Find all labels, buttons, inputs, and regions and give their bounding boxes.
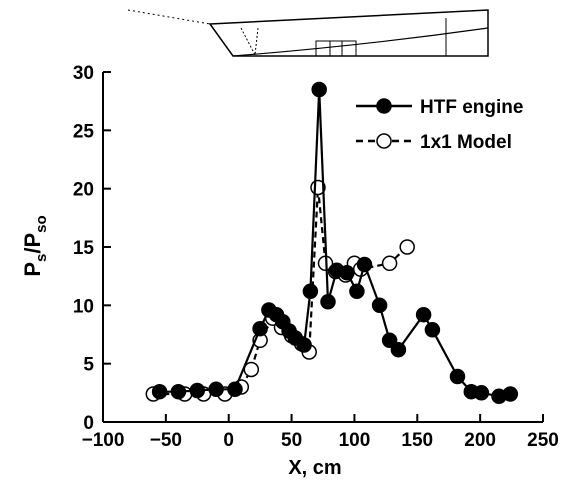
data-point-htf-engine: [390, 341, 407, 358]
data-point-htf-engine: [502, 386, 519, 402]
x-tick-label: −100: [82, 430, 125, 451]
engine-schematic-diagram: [127, 9, 489, 57]
data-point-htf-engine: [252, 320, 268, 337]
data-point-htf-engine: [473, 385, 490, 401]
series-line-1x1-model: [153, 187, 408, 396]
x-tick-label: −50: [150, 430, 182, 451]
y-tick-label: 10: [73, 296, 94, 317]
x-tick-label: 150: [401, 430, 433, 451]
legend-label-1x1-model: 1x1 Model: [420, 132, 512, 153]
y-tick-label: 20: [73, 180, 94, 201]
y-tick-label: 0: [83, 413, 94, 434]
x-tick-label: 50: [281, 430, 302, 451]
x-axis-title: X, cm: [288, 457, 341, 479]
data-point-htf-engine: [189, 382, 206, 399]
y-axis-title: Ps/Pso: [20, 215, 50, 276]
data-point-1x1-model: [381, 255, 398, 272]
data-point-htf-engine: [151, 383, 168, 400]
data-point-htf-engine: [381, 332, 398, 349]
legend-item-1x1-model: 1x1 Model: [356, 132, 512, 153]
data-point-htf-engine: [311, 81, 327, 98]
data-point-htf-engine: [371, 297, 388, 314]
x-tick-label: 250: [527, 430, 559, 451]
y-tick-label: 25: [73, 121, 95, 142]
data-point-htf-engine: [227, 381, 243, 398]
data-point-htf-engine: [302, 283, 319, 300]
y-axis-ticks: 0 5 10 15 20 25 30: [73, 63, 111, 434]
x-tick-label: 200: [464, 430, 496, 451]
legend-label-htf-engine: HTF engine: [420, 97, 523, 118]
data-point-htf-engine: [349, 283, 365, 300]
legend-item-htf-engine: HTF engine: [356, 97, 523, 118]
series-layer: [145, 81, 519, 405]
data-point-htf-engine: [415, 306, 432, 323]
plot-axes: [102, 72, 543, 423]
data-point-htf-engine: [449, 368, 466, 385]
data-point-htf-engine: [424, 322, 441, 338]
data-point-htf-engine: [296, 337, 312, 353]
x-tick-label: 100: [339, 430, 371, 451]
data-point-htf-engine: [208, 381, 224, 398]
data-point-1x1-model: [399, 239, 415, 255]
y-tick-label: 30: [73, 63, 94, 84]
x-tick-label: 0: [223, 430, 234, 451]
y-tick-label: 15: [73, 238, 95, 259]
x-axis-ticks: −100 −50 0 50 100 150 200 250: [82, 414, 559, 451]
legend: HTF engine 1x1 Model: [356, 97, 523, 153]
data-point-htf-engine: [320, 294, 336, 310]
data-point-htf-engine: [339, 264, 355, 281]
y-tick-label: 5: [83, 355, 94, 376]
data-point-htf-engine: [356, 256, 373, 273]
data-point-htf-engine: [170, 383, 187, 400]
